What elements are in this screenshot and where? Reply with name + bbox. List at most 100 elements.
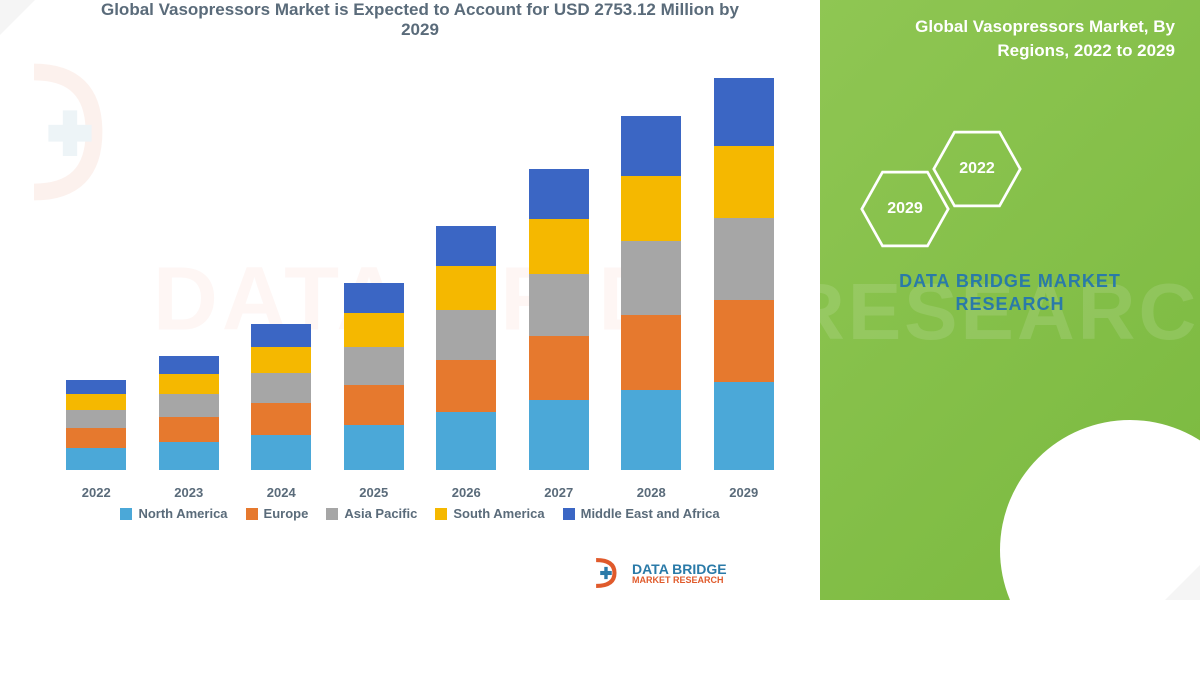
bar-segment bbox=[436, 226, 496, 266]
bar-segment bbox=[714, 218, 774, 300]
bar-segment bbox=[714, 300, 774, 382]
legend-swatch bbox=[326, 508, 338, 520]
bar-stack bbox=[66, 380, 126, 470]
x-axis-labels: 2022 2023 2024 2025 2026 2027 2028 2029 bbox=[50, 485, 790, 500]
bar-group bbox=[709, 78, 779, 470]
bar-segment bbox=[66, 394, 126, 410]
legend-item: North America bbox=[120, 506, 227, 521]
info-panel-title: Global Vasopressors Market, By Regions, … bbox=[845, 15, 1175, 63]
legend-label: Europe bbox=[264, 506, 309, 521]
bar-segment bbox=[66, 448, 126, 470]
bar-segment bbox=[621, 390, 681, 470]
footer-logo-line1: DATA BRIDGE bbox=[632, 562, 727, 576]
bar-segment bbox=[344, 283, 404, 313]
bar-segment bbox=[436, 310, 496, 360]
bar-segment bbox=[529, 169, 589, 219]
bar-segment bbox=[251, 324, 311, 347]
hex-2022: 2022 bbox=[932, 130, 1022, 208]
bar-segment bbox=[251, 435, 311, 470]
bar-segment bbox=[159, 356, 219, 374]
x-axis-label: 2025 bbox=[339, 485, 409, 500]
bar-group bbox=[616, 116, 686, 470]
hex-label-2022: 2022 bbox=[959, 160, 995, 178]
bar-stack bbox=[159, 356, 219, 470]
bar-segment bbox=[344, 385, 404, 425]
x-axis-label: 2023 bbox=[154, 485, 224, 500]
bar-segment bbox=[66, 410, 126, 428]
legend-item: Asia Pacific bbox=[326, 506, 417, 521]
bar-segment bbox=[344, 425, 404, 470]
bar-stack bbox=[529, 169, 589, 470]
bar-segment bbox=[159, 442, 219, 470]
bar-segment bbox=[529, 274, 589, 336]
bar-segment bbox=[159, 374, 219, 394]
chart-area: 2022 2023 2024 2025 2026 2027 2028 2029 bbox=[50, 60, 790, 500]
chart-legend: North America Europe Asia Pacific South Ame… bbox=[40, 506, 800, 521]
legend-swatch bbox=[563, 508, 575, 520]
legend-label: Middle East and Africa bbox=[581, 506, 720, 521]
bar-stack bbox=[714, 78, 774, 470]
footer-logo: DATA BRIDGE MARKET RESEARCH bbox=[590, 556, 727, 590]
bar-segment bbox=[251, 403, 311, 435]
legend-item: Europe bbox=[246, 506, 309, 521]
legend-item: Middle East and Africa bbox=[563, 506, 720, 521]
footer-logo-line2: MARKET RESEARCH bbox=[632, 576, 727, 585]
legend-swatch bbox=[120, 508, 132, 520]
chart-panel: DATA BRID Global Vasopressors Market is … bbox=[0, 0, 820, 600]
legend-label: North America bbox=[138, 506, 227, 521]
bar-stack bbox=[344, 283, 404, 470]
bar-segment bbox=[621, 241, 681, 315]
brand-line1: DATA BRIDGE MARKET bbox=[820, 270, 1200, 293]
bar-stack bbox=[621, 116, 681, 470]
legend-label: Asia Pacific bbox=[344, 506, 417, 521]
footer-logo-icon bbox=[590, 556, 624, 590]
bar-segment bbox=[344, 313, 404, 347]
bar-stack bbox=[436, 226, 496, 470]
bar-segment bbox=[436, 360, 496, 412]
bar-segment bbox=[66, 380, 126, 394]
bar-segment bbox=[621, 315, 681, 390]
corner-notch-br bbox=[1165, 565, 1200, 600]
bar-segment bbox=[251, 373, 311, 403]
bar-segment bbox=[159, 417, 219, 442]
x-axis-label: 2028 bbox=[616, 485, 686, 500]
info-panel: RESEARCH Global Vasopressors Market, By … bbox=[820, 0, 1200, 600]
brand-text: DATA BRIDGE MARKET RESEARCH bbox=[820, 270, 1200, 317]
bar-group bbox=[339, 283, 409, 470]
bar-segment bbox=[621, 176, 681, 241]
brand-line2: RESEARCH bbox=[820, 293, 1200, 316]
bar-segment bbox=[251, 347, 311, 373]
x-axis-label: 2026 bbox=[431, 485, 501, 500]
bar-segment bbox=[529, 336, 589, 400]
legend-label: South America bbox=[453, 506, 544, 521]
bar-group bbox=[154, 356, 224, 470]
bars-row bbox=[50, 70, 790, 470]
hex-label-2029: 2029 bbox=[887, 200, 923, 218]
curve-decoration bbox=[1000, 420, 1200, 680]
bar-segment bbox=[436, 412, 496, 470]
bar-group bbox=[246, 324, 316, 470]
bar-segment bbox=[66, 428, 126, 448]
main-container: DATA BRID Global Vasopressors Market is … bbox=[0, 0, 1200, 600]
x-axis-label: 2029 bbox=[709, 485, 779, 500]
chart-title: Global Vasopressors Market is Expected t… bbox=[40, 0, 800, 50]
legend-item: South America bbox=[435, 506, 544, 521]
legend-swatch bbox=[435, 508, 447, 520]
bar-segment bbox=[714, 382, 774, 470]
corner-notch-tl bbox=[0, 0, 35, 35]
bar-group bbox=[524, 169, 594, 470]
bar-segment bbox=[436, 266, 496, 310]
bar-group bbox=[431, 226, 501, 470]
bar-segment bbox=[159, 394, 219, 417]
x-axis-label: 2027 bbox=[524, 485, 594, 500]
bar-segment bbox=[344, 347, 404, 385]
x-axis-label: 2024 bbox=[246, 485, 316, 500]
footer-logo-text: DATA BRIDGE MARKET RESEARCH bbox=[632, 562, 727, 585]
bar-segment bbox=[714, 78, 774, 146]
bar-segment bbox=[621, 116, 681, 176]
bar-segment bbox=[529, 400, 589, 470]
x-axis-label: 2022 bbox=[61, 485, 131, 500]
bar-segment bbox=[529, 219, 589, 274]
bar-segment bbox=[714, 146, 774, 218]
legend-swatch bbox=[246, 508, 258, 520]
